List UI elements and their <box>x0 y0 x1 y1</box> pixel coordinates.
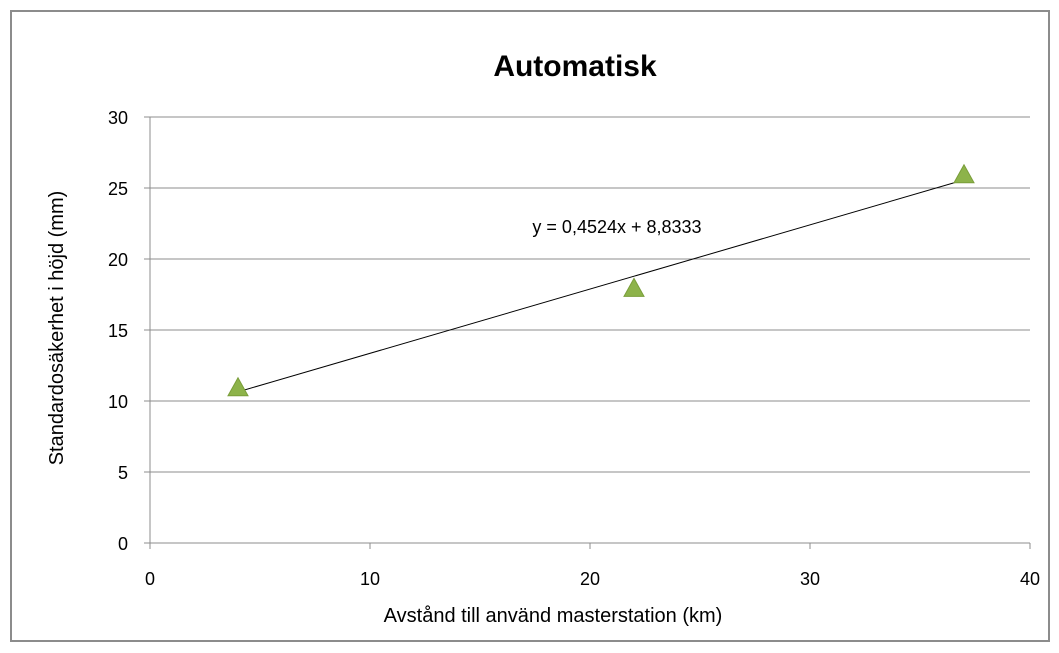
x-tick-label: 20 <box>580 569 600 589</box>
gridlines <box>150 116 1030 473</box>
y-tick-label: 20 <box>108 250 128 270</box>
x-tick-label: 10 <box>360 569 380 589</box>
data-points <box>227 163 975 397</box>
data-point-triangle <box>953 163 975 184</box>
y-tick-label: 5 <box>118 463 128 483</box>
y-tick-label: 30 <box>108 108 128 128</box>
trendline-group: y = 0,4524x + 8,8333 <box>237 179 965 393</box>
chart-frame <box>10 10 1050 642</box>
x-axis-label: Avstånd till använd masterstation (km) <box>384 605 723 627</box>
x-tick-label: 0 <box>145 569 155 589</box>
x-tick-labels: 0 10 20 30 40 <box>145 569 1040 589</box>
trendline <box>237 179 965 393</box>
data-point-triangle <box>623 277 645 297</box>
y-tick-label: 25 <box>108 179 128 199</box>
x-tick-label: 30 <box>800 569 820 589</box>
y-axis-label: Standardosäkerhet i höjd (mm) <box>46 191 68 466</box>
y-tick-label: 15 <box>108 321 128 341</box>
x-tick-label: 40 <box>1020 569 1040 589</box>
chart-title: Automatisk <box>493 50 657 83</box>
y-tick-label: 10 <box>108 392 128 412</box>
axes <box>144 116 1031 549</box>
data-point-triangle <box>227 376 249 397</box>
y-tick-label: 0 <box>118 534 128 554</box>
y-tick-labels: 0 5 10 15 20 25 30 <box>108 108 128 554</box>
trendline-equation: y = 0,4524x + 8,8333 <box>532 217 701 237</box>
